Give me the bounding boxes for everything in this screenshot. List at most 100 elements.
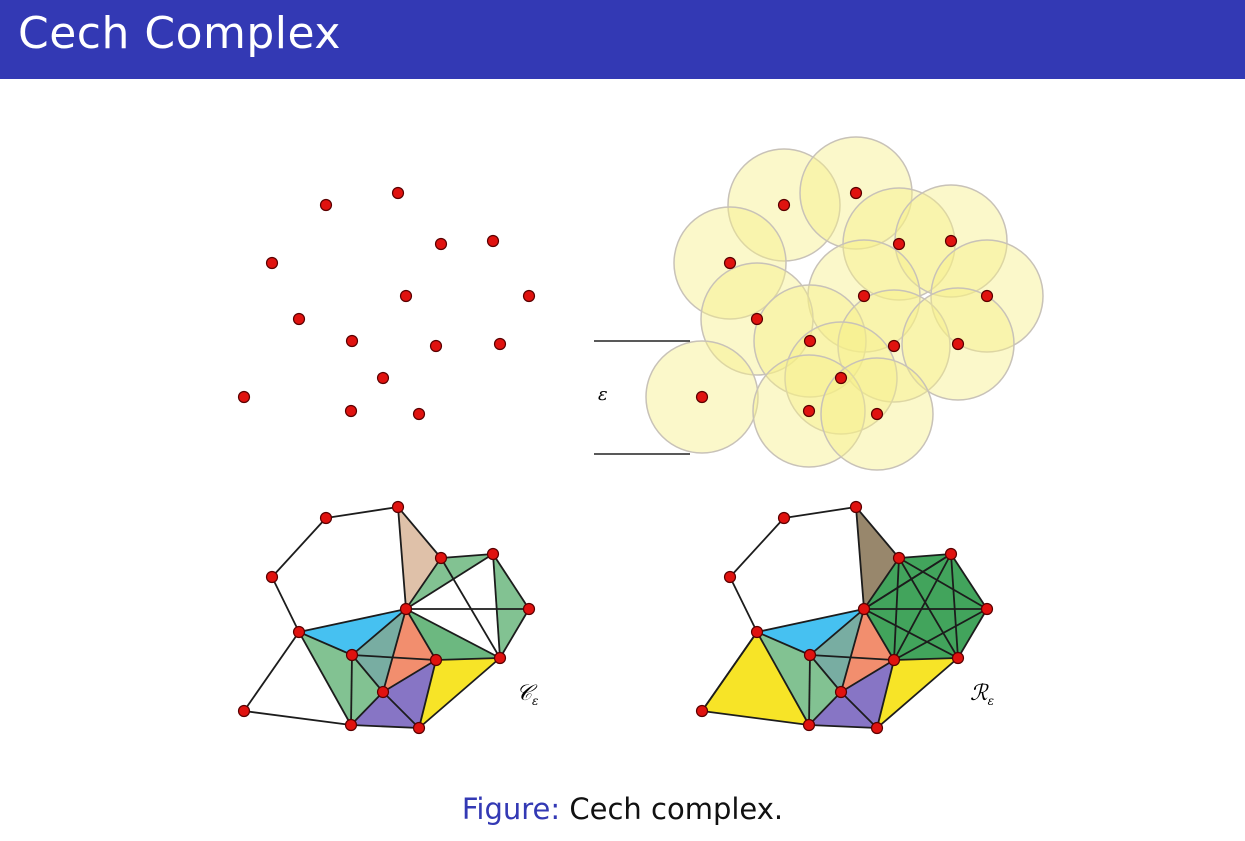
vertex (522, 602, 536, 616)
yellow-simplex (702, 632, 809, 725)
edge (855, 506, 900, 559)
vertex (887, 653, 901, 667)
vertex (265, 570, 279, 584)
salmon-simplex (383, 609, 436, 692)
edge (492, 553, 530, 610)
edge (271, 517, 327, 578)
salmon-simplex (841, 609, 894, 692)
cech-label: 𝒞ε (516, 681, 539, 708)
ball-center-point (803, 334, 817, 348)
cech-vertices (237, 500, 536, 735)
edge (405, 608, 437, 661)
data-point (391, 186, 405, 200)
edge (898, 557, 988, 610)
edge (893, 557, 900, 661)
data-point (399, 289, 413, 303)
data-point (265, 256, 279, 270)
vertex (292, 625, 306, 639)
vertex (344, 718, 358, 732)
edge (298, 608, 407, 633)
edge (840, 608, 865, 693)
edge (756, 631, 811, 656)
data-point (344, 404, 358, 418)
edge (809, 608, 865, 656)
edge (298, 631, 353, 656)
vertex (834, 685, 848, 699)
edge (351, 654, 384, 693)
edge (440, 557, 501, 659)
edge (382, 608, 407, 693)
vertex (434, 551, 448, 565)
vertex (857, 602, 871, 616)
edge (957, 608, 988, 659)
edge (809, 654, 895, 661)
ball-center-point (870, 407, 884, 421)
edge (350, 691, 384, 726)
vertex (803, 648, 817, 662)
ball-center-point (857, 289, 871, 303)
edge (405, 608, 501, 659)
teal-simplex (810, 609, 864, 692)
epsilon-balls (645, 136, 1044, 471)
ball-center-point (849, 186, 863, 200)
edge (876, 659, 895, 729)
edge (893, 657, 959, 661)
edge (405, 553, 494, 610)
edge (435, 657, 501, 661)
green-simplex (351, 655, 383, 725)
edge (350, 724, 420, 729)
data-point (345, 334, 359, 348)
data-point (429, 339, 443, 353)
ball-center-point (944, 234, 958, 248)
edge (350, 654, 353, 726)
ball-center-point (723, 256, 737, 270)
vertex (493, 651, 507, 665)
data-point (493, 337, 507, 351)
edge (840, 659, 895, 693)
edge (492, 553, 501, 659)
edge (756, 631, 810, 726)
edge (271, 576, 300, 633)
point-cloud-panel (237, 186, 536, 421)
balls-panel (645, 136, 1044, 471)
cech-edges (243, 506, 530, 729)
tan-simplex (856, 507, 899, 609)
vertex (892, 551, 906, 565)
vertex (980, 602, 994, 616)
rips-edges (701, 506, 988, 729)
rips-complex-panel (695, 500, 994, 735)
edge (701, 631, 758, 712)
data-point (434, 237, 448, 251)
edge (418, 659, 437, 729)
edge (808, 654, 811, 726)
edge (499, 608, 530, 659)
figure-caption: Figure: Cech complex. (0, 792, 1245, 826)
edge (898, 557, 959, 659)
edge (863, 608, 895, 661)
edge (950, 553, 959, 659)
ball-center-point (750, 312, 764, 326)
vertex (723, 570, 737, 584)
ball-centers (695, 186, 994, 421)
vertex (777, 511, 791, 525)
epsilon-label: ε (598, 384, 608, 405)
vertex (486, 547, 500, 561)
ball-center-point (892, 237, 906, 251)
edge (783, 506, 857, 519)
ball-center-point (980, 289, 994, 303)
edge (756, 608, 865, 633)
vertex (345, 648, 359, 662)
vertex (695, 704, 709, 718)
tan-simplex (398, 507, 441, 609)
vertex (376, 685, 390, 699)
edge (397, 506, 442, 559)
edge (351, 654, 437, 661)
caption-label: Figure: (461, 792, 561, 826)
data-point (292, 312, 306, 326)
edge (808, 724, 878, 729)
edge (405, 557, 442, 610)
vertex (750, 625, 764, 639)
edge (876, 657, 959, 729)
edge (898, 553, 952, 559)
